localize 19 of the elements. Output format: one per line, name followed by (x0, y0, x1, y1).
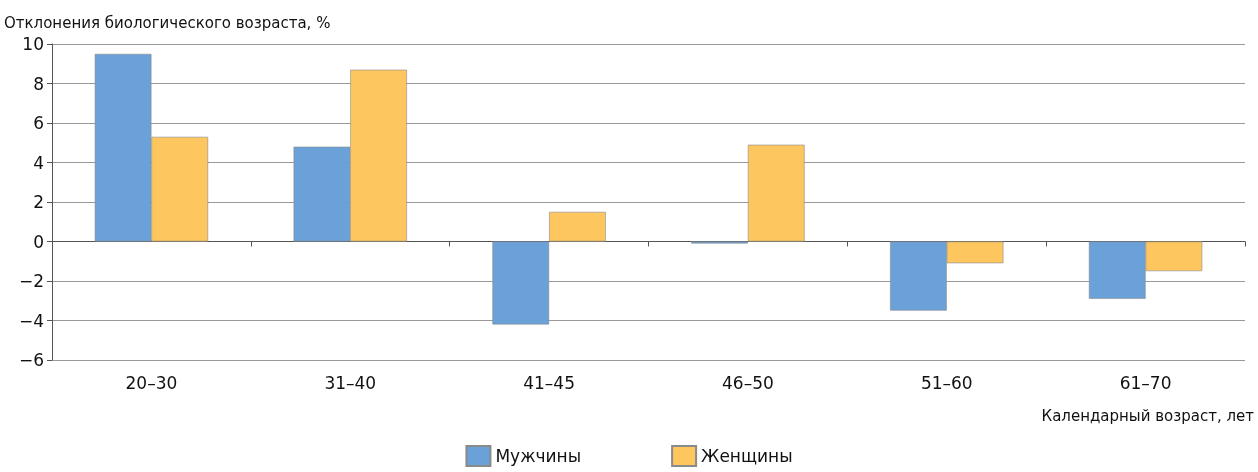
legend-label: Женщины (701, 446, 793, 466)
x-axis-title: Календарный возраст, лет (1041, 406, 1255, 425)
x-tick-label: 41–45 (523, 372, 575, 393)
y-tick-label: 8 (33, 73, 44, 94)
y-tick-label: −2 (18, 271, 44, 291)
x-tick-label: 61–70 (1119, 372, 1172, 393)
y-tick-label: 6 (33, 113, 44, 133)
x-tick-label: 20–30 (125, 372, 178, 393)
y-tick-label: 10 (22, 34, 44, 54)
x-tick-label: 31–40 (324, 372, 377, 393)
x-tick-label: 46–50 (722, 372, 774, 393)
y-tick-label: −4 (18, 310, 44, 331)
y-tick-label: 2 (33, 192, 44, 212)
y-tick-label: −6 (18, 350, 44, 370)
x-tick-label: 51–60 (920, 372, 973, 393)
y-tick-label: 4 (33, 152, 44, 173)
legend-label: Мужчины (495, 446, 582, 466)
y-tick-label: 0 (33, 231, 44, 252)
y-axis-title: Отклонения биологического возраста, % (4, 13, 331, 32)
